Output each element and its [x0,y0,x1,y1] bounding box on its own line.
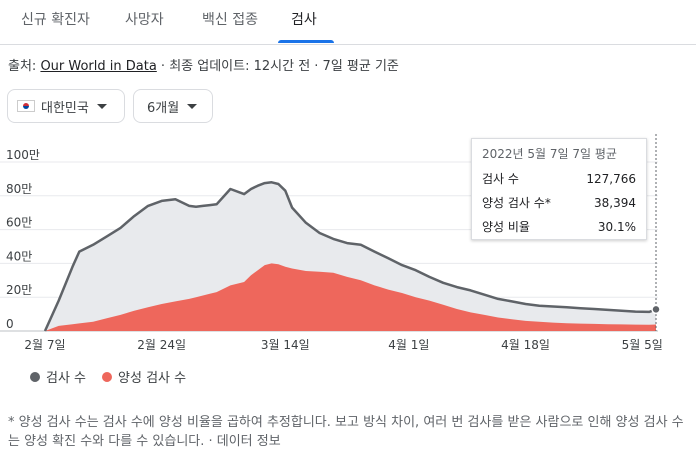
korea-flag-icon [17,100,35,112]
tab-deaths[interactable]: 사망자 [125,12,164,28]
country-label: 대한민국 [41,100,89,116]
chevron-down-icon [96,103,107,109]
y-tick-label: 0 [6,317,14,331]
last-updated: · 최종 업데이트: 12시간 전 · 7일 평균 기준 [156,59,399,74]
x-tick-label: 4월 1일 [388,338,429,352]
tooltip-title: 2022년 5월 7일 7일 평균 [482,147,617,161]
tooltip-row-positive: 양성 검사 수* 38,394 [482,193,636,217]
x-axis-labels: 2월 7일 2월 24일 3월 14일 4월 1일 4월 18일 5월 5일 [24,338,662,352]
tab-bar: 신규 확진자 사망자 백신 접종 검사 [0,0,696,45]
source-line: 출처: Our World in Data · 최종 업데이트: 12시간 전 … [8,55,399,74]
source-prefix: 출처: [8,59,41,74]
hover-point [651,304,661,315]
y-tick-label: 60만 [6,216,32,230]
legend-label: 양성 검사 수 [118,371,187,386]
tests-chart[interactable]: 0 20만 40만 60만 80만 100만 2월 7일 2월 24일 3월 14일 4월 1일… [0,130,696,355]
active-tab-indicator [278,40,334,43]
country-dropdown[interactable]: 대한민국 [7,89,125,123]
tooltip-row-rate: 양성 비율 30.1% [482,217,636,241]
y-tick-label: 80만 [6,182,32,196]
legend-dot [102,371,113,382]
chart-tooltip: 2022년 5월 7일 7일 평균 검사 수 127,766 양성 검사 수* … [471,138,647,240]
footnote: * 양성 검사 수는 검사 수에 양성 비율을 곱하여 추정합니다. 보고 방식… [8,413,688,451]
chart-legend: 검사 수 양성 검사 수 [30,367,202,386]
legend-dot [30,371,40,382]
data-info-link[interactable]: 데이터 정보 [216,434,281,449]
positive-tests-area [45,263,656,331]
legend-item-positive[interactable]: 양성 검사 수 [102,367,186,386]
tab-tests[interactable]: 검사 [291,12,317,28]
legend-label: 검사 수 [46,371,87,386]
tab-vaccinations[interactable]: 백신 접종 [202,12,258,28]
legend-item-tests[interactable]: 검사 수 [30,367,86,386]
source-link[interactable]: Our World in Data [40,59,157,74]
period-dropdown[interactable]: 6개월 [133,89,213,123]
x-tick-label: 4월 18일 [501,338,550,352]
tooltip-value: 30.1% [597,220,636,234]
tests-line [43,181,657,332]
tooltip-value: 127,766 [586,172,636,186]
y-axis-labels: 0 20만 40만 60만 80만 100만 [6,148,40,331]
tooltip-label: 검사 수 [482,172,519,186]
y-tick-label: 40만 [6,249,32,263]
x-tick-label: 5월 5일 [622,338,663,352]
tooltip-label: 양성 비율 [482,220,530,234]
hover-cursor [651,134,661,331]
tests-area [45,182,656,331]
x-tick-label: 2월 24일 [137,338,186,352]
y-tick-label: 20만 [6,283,32,297]
x-tick-label: 2월 7일 [24,338,65,352]
chevron-down-icon [187,103,198,109]
y-tick-label: 100만 [6,148,40,162]
tooltip-value: 38,394 [594,196,636,210]
x-tick-label: 3월 14일 [261,338,310,352]
chart-areas [43,181,657,332]
tooltip-label: 양성 검사 수* [482,196,551,210]
tab-new-cases[interactable]: 신규 확진자 [21,12,90,28]
tooltip-row-tests: 검사 수 127,766 [482,169,636,193]
period-label: 6개월 [147,100,180,116]
